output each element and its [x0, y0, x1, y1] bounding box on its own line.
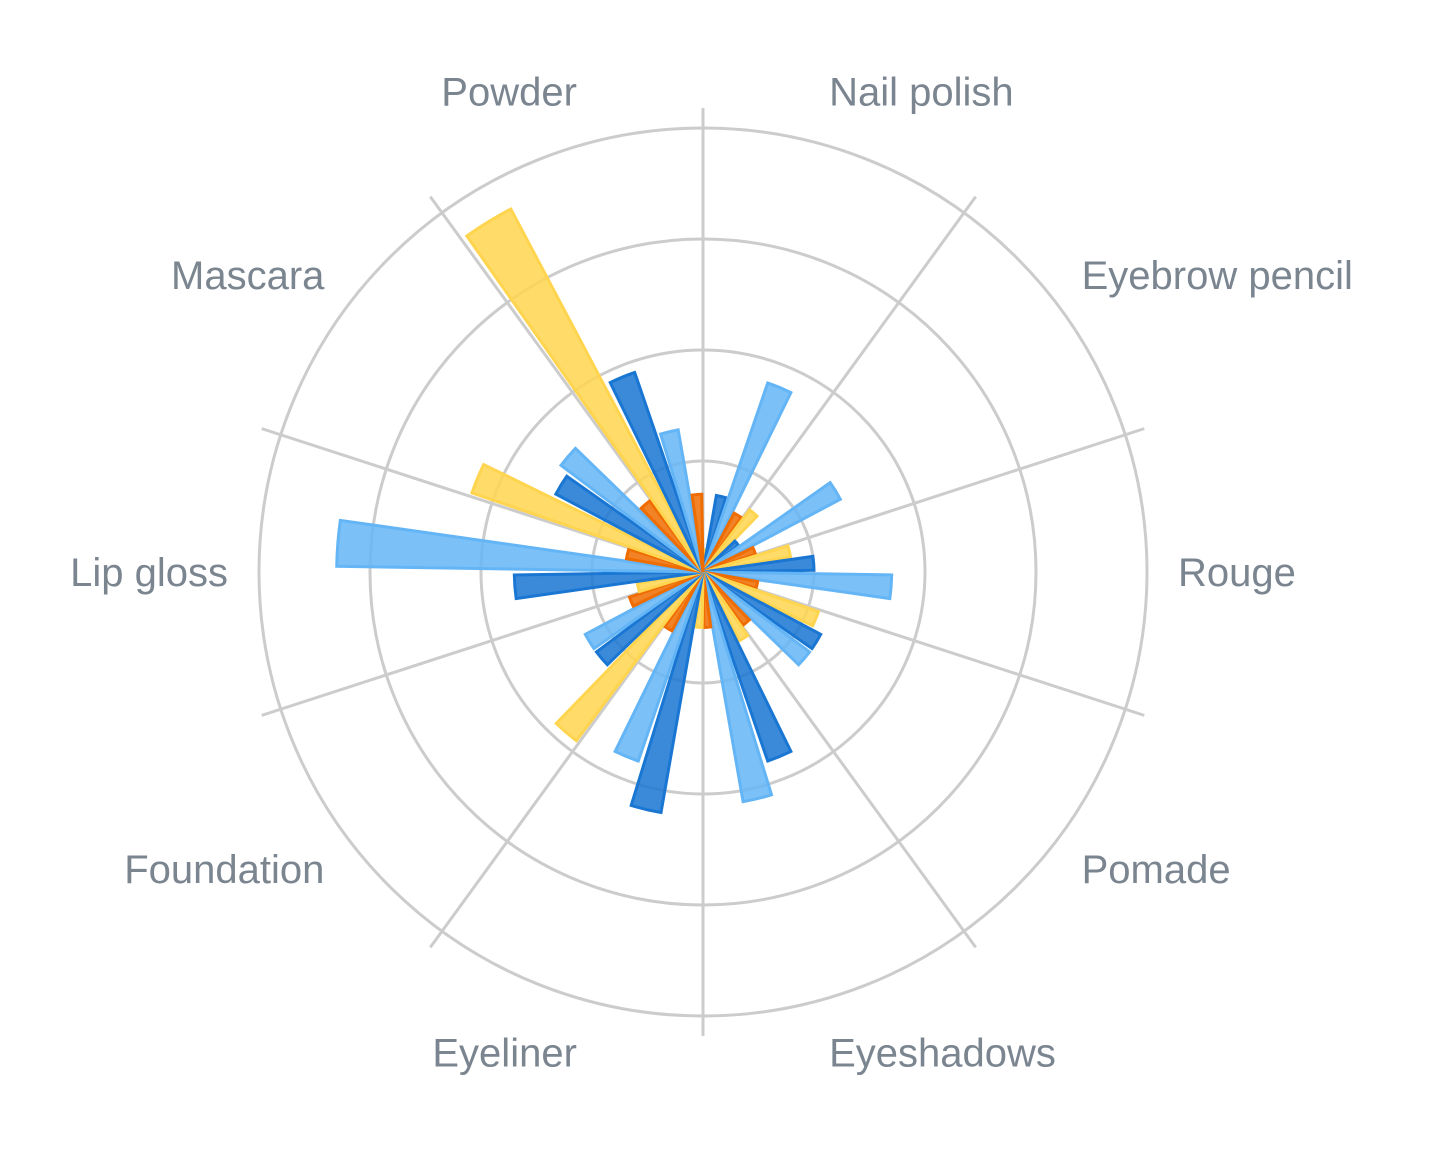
bar-eyebrow-pencil-s1	[701, 507, 760, 574]
bar-foundation-s4	[627, 570, 704, 609]
bar-pomade-s2	[702, 570, 823, 651]
bar-eyeshadows-s2	[701, 571, 793, 763]
bar-pomade-s3	[701, 570, 812, 667]
category-label: Eyebrow pencil	[1082, 254, 1353, 298]
bar-powder-s1	[464, 207, 705, 573]
bar-eyeliner-s2	[629, 571, 705, 815]
category-label: Foundation	[124, 848, 324, 892]
bar-eyeliner-s3	[613, 571, 705, 763]
category-label: Eyeliner	[432, 1031, 577, 1075]
bar-nail-polish-s3	[701, 381, 793, 573]
category-label: Mascara	[171, 254, 325, 298]
bar-pomade-s4	[701, 570, 752, 628]
bar-mascara-s4	[639, 498, 705, 574]
bar-powder-s3	[658, 428, 705, 573]
bar-lip-gloss-s3	[335, 518, 704, 574]
bar-lip-gloss-s2	[512, 570, 704, 601]
bar-mascara-s2	[553, 474, 704, 574]
bar-eyebrow-pencil-s4	[702, 545, 758, 574]
category-label: Nail polish	[829, 71, 1014, 115]
category-labels: Nail polish Eyebrow pencil Rouge Pomade Eyes…	[70, 71, 1353, 1076]
bar-mascara-s3	[558, 446, 705, 574]
category-label: Lip gloss	[70, 551, 228, 595]
bar-rouge-s2	[702, 554, 816, 574]
category-label: Rouge	[1178, 551, 1296, 595]
bar-eyeshadows-s3	[701, 571, 774, 804]
bar-powder-s2	[608, 370, 705, 573]
bar-rouge-s1	[702, 544, 793, 574]
bar-eyeshadows-s4	[701, 571, 713, 630]
bar-foundation-s2	[594, 570, 705, 667]
bar-foundation-s3	[583, 570, 704, 651]
bar-mascara-s1	[470, 462, 704, 574]
bar-powder-s4	[690, 492, 705, 573]
bar-rouge-s3	[702, 570, 894, 601]
category-label: Eyeshadows	[829, 1031, 1056, 1075]
bar-eyeshadows-s1	[701, 571, 750, 643]
bars-layer	[335, 207, 894, 815]
category-label: Pomade	[1082, 848, 1231, 892]
bar-foundation-s1	[554, 570, 705, 743]
bar-eyebrow-pencil-s3	[702, 480, 843, 574]
bar-pomade-s1	[702, 570, 821, 628]
bar-lip-gloss-s1	[635, 570, 704, 594]
category-label: Powder	[441, 71, 577, 115]
